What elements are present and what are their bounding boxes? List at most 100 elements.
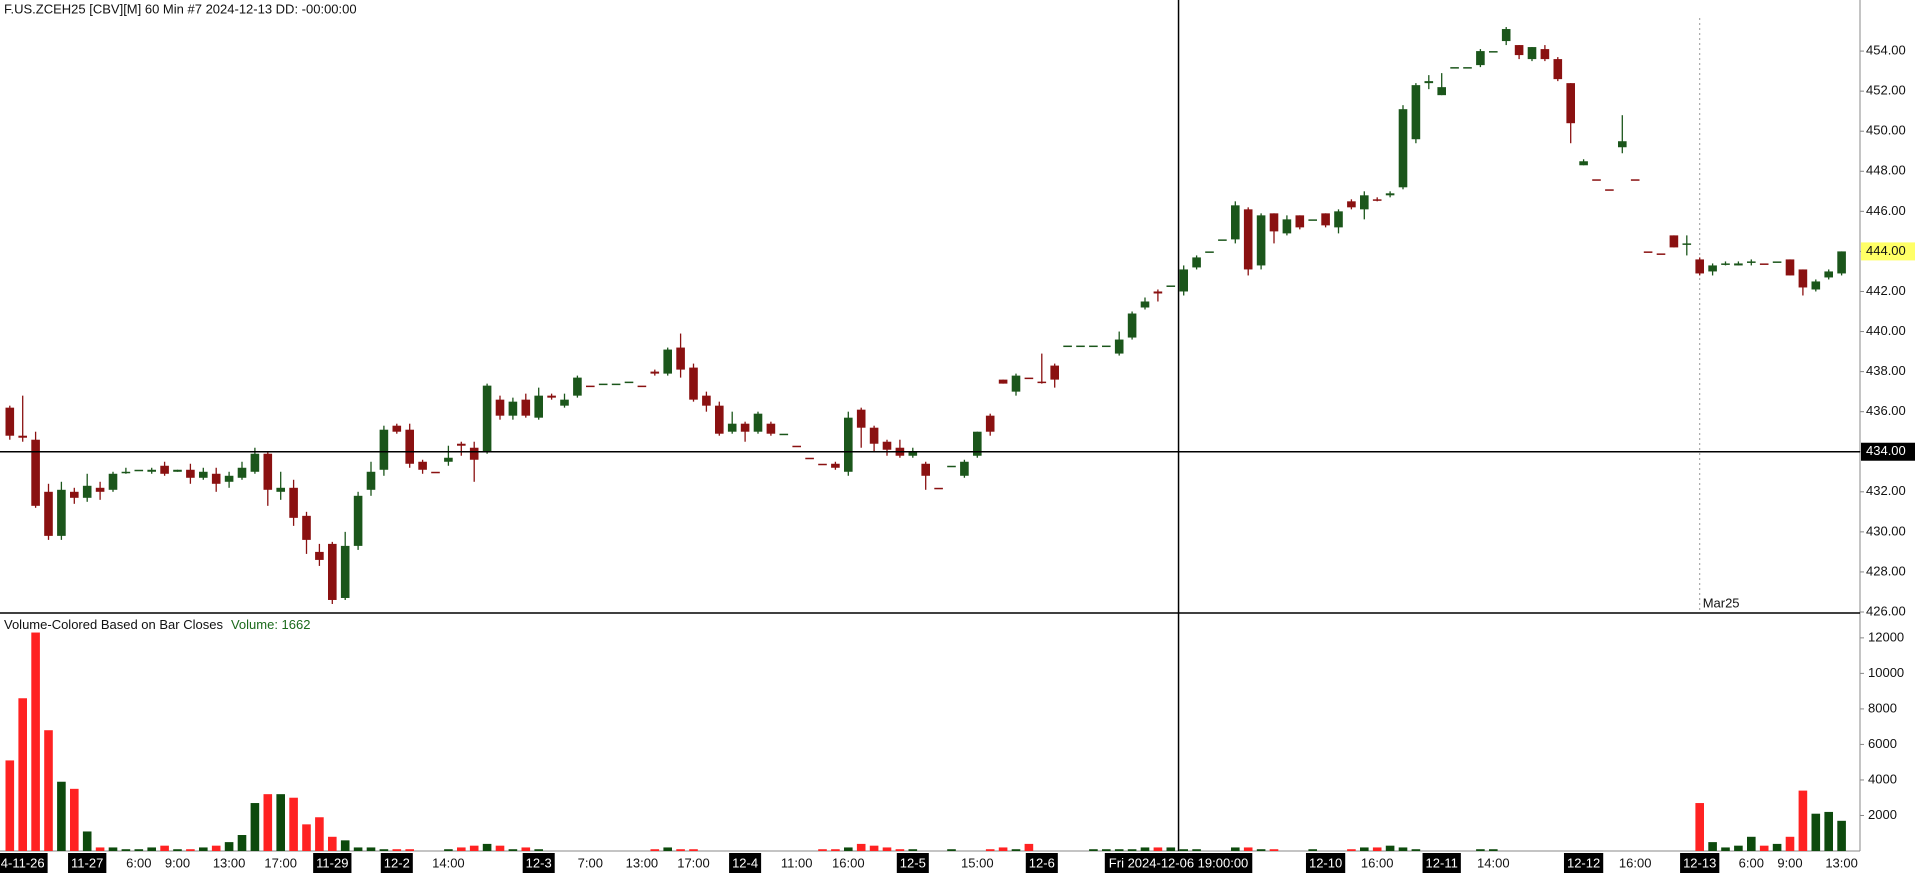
candle-body <box>418 461 427 470</box>
session-marker-label: Mar25 <box>1703 595 1740 610</box>
volume-bar <box>882 847 892 851</box>
candle-body <box>1114 339 1124 354</box>
x-tick-label: 12-6 <box>1029 855 1055 870</box>
candle-body <box>1837 251 1846 274</box>
volume-bar <box>457 847 466 851</box>
candle-body <box>1592 179 1601 181</box>
candle-body <box>1540 49 1550 60</box>
y-tick-label: 440.00 <box>1866 323 1906 338</box>
candle-body <box>882 441 892 450</box>
x-tick-label: 12-4 <box>732 855 758 870</box>
volume-tick-label: 4000 <box>1868 771 1897 786</box>
candle-body <box>457 443 466 446</box>
candle-body <box>1269 213 1279 232</box>
candle-body <box>315 551 324 560</box>
volume-bar <box>1308 849 1317 851</box>
volume-bar <box>95 847 105 851</box>
crosshair-label: Fri 2024-12-06 19:00:00 <box>1109 855 1248 870</box>
volume-bar <box>392 849 402 851</box>
candle-body <box>1695 259 1704 274</box>
volume-bar <box>328 836 337 851</box>
candle-body <box>779 433 789 436</box>
candle-body <box>740 423 750 432</box>
volume-bar <box>1192 849 1201 851</box>
candle-body <box>328 543 337 600</box>
y-tick-label: 434.00 <box>1866 443 1906 458</box>
volume-bar <box>985 849 995 851</box>
candle-body <box>947 465 956 468</box>
candle-body <box>186 469 195 478</box>
candle-body <box>1360 195 1369 210</box>
candle-body <box>289 487 298 518</box>
volume-bar <box>57 781 66 851</box>
candle-body <box>1411 85 1421 140</box>
candle-body <box>689 367 698 400</box>
volume-bar <box>1798 790 1808 851</box>
volume-bar <box>1759 845 1769 851</box>
candle-body <box>921 463 930 476</box>
volume-bar <box>1695 803 1704 851</box>
volume-bar <box>895 849 905 851</box>
candle-body <box>1347 201 1356 208</box>
candle-body <box>1398 109 1408 188</box>
volume-tick-label: 12000 <box>1868 629 1904 644</box>
x-tick-highlight <box>380 853 413 873</box>
volume-bar <box>1347 849 1356 851</box>
x-tick-label: 17:00 <box>677 855 710 870</box>
volume-bar <box>1231 847 1240 851</box>
x-tick-highlight <box>522 853 555 873</box>
candle-body <box>237 467 247 478</box>
volume-bar <box>1734 845 1743 851</box>
chart-title: F.US.ZCEH25 [CBV][M] 60 Min #7 2024-12-1… <box>4 1 357 16</box>
candle-body <box>1476 51 1485 66</box>
candle-body <box>831 463 840 468</box>
candle-body <box>856 409 866 428</box>
volume-bar <box>1824 811 1833 851</box>
candle-body <box>1282 219 1292 234</box>
volume-bar <box>856 843 866 851</box>
volume-readout: Volume: 1662 <box>231 617 311 632</box>
candle-body <box>1334 211 1343 228</box>
candle-body <box>1437 87 1446 96</box>
candle-body <box>1643 251 1653 253</box>
candle-body <box>302 515 311 540</box>
volume-tick-label: 6000 <box>1868 736 1897 751</box>
x-tick-highlight <box>1305 853 1346 873</box>
candle-body <box>366 471 376 490</box>
volume-bar <box>276 794 285 851</box>
volume-bar <box>1708 842 1717 851</box>
candle-body <box>1153 291 1163 294</box>
x-tick-label: 12-13 <box>1683 855 1716 870</box>
candle-body <box>547 395 556 398</box>
candle-body <box>1747 261 1756 263</box>
x-tick-label: 6:00 <box>126 855 151 870</box>
candle-body <box>495 399 505 416</box>
x-tick-highlight <box>729 853 762 873</box>
x-tick-label: 15:00 <box>961 855 994 870</box>
candle-body <box>70 491 79 498</box>
volume-bar <box>18 698 27 851</box>
candle-body <box>702 395 711 406</box>
candle-body <box>1708 265 1717 272</box>
volume-bar <box>1476 849 1485 851</box>
volume-bar <box>173 849 182 851</box>
volume-bar <box>676 849 685 851</box>
candle-body <box>134 469 144 472</box>
volume-bar <box>1411 849 1421 851</box>
candle-body <box>1566 83 1575 124</box>
candle-body <box>1501 29 1511 42</box>
candle-body <box>766 423 776 434</box>
volume-bar <box>160 845 169 851</box>
volume-bar <box>534 849 543 851</box>
x-tick-highlight <box>0 853 48 873</box>
volume-title-text: Volume-Colored Based on Bar Closes <box>4 617 223 632</box>
candle-body <box>818 463 827 466</box>
candle-body <box>753 413 763 432</box>
candle-body <box>663 349 672 374</box>
y-tick-label: 448.00 <box>1866 163 1906 178</box>
volume-bar <box>405 849 414 851</box>
volume-bar <box>508 849 518 851</box>
candle-body <box>199 471 208 478</box>
candle-body <box>611 383 621 386</box>
